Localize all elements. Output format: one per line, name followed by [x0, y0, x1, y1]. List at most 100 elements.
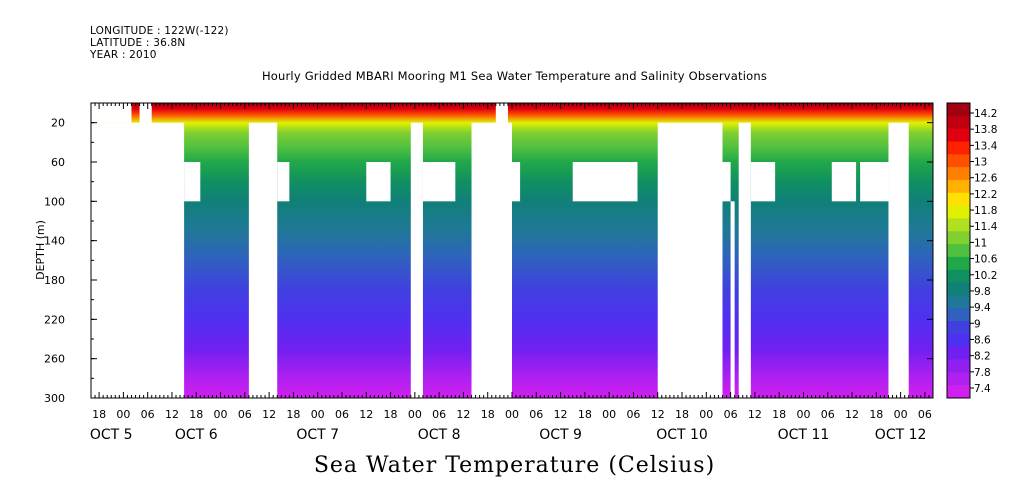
colorbar-label: 7.8	[974, 367, 991, 379]
colorbar-label: 9	[974, 318, 981, 330]
x-hour-label: 12	[554, 408, 568, 421]
colorbar-label: 8.6	[974, 334, 991, 346]
x-hour-label: 06	[918, 408, 932, 421]
missing-data-region	[860, 162, 889, 202]
x-day-label: OCT 7	[296, 427, 339, 443]
missing-data-region	[277, 162, 290, 202]
colorbar-label: 10.2	[974, 270, 997, 282]
x-hour-label: 12	[262, 408, 276, 421]
x-hour-label: 12	[748, 408, 762, 421]
missing-data-region	[471, 122, 512, 398]
x-day-label: OCT 6	[175, 427, 218, 443]
missing-data-region	[730, 201, 735, 398]
missing-data-region	[91, 103, 132, 123]
colorbar-swatch	[947, 141, 970, 155]
variable-label: Sea Water Temperature (Celsius)	[313, 453, 716, 478]
x-hour-label: 18	[189, 408, 203, 421]
missing-data-region	[248, 122, 278, 398]
missing-data-region	[91, 122, 185, 398]
colorbar-swatch	[947, 346, 970, 361]
y-tick-label: 220	[44, 313, 65, 326]
x-hour-label: 12	[165, 408, 179, 421]
colorbar-label: 12.2	[974, 189, 997, 201]
missing-data-region	[366, 162, 391, 202]
x-hour-label: 00	[214, 408, 228, 421]
colorbar-swatch	[947, 218, 970, 232]
colorbar-label: 9.8	[974, 286, 991, 298]
colorbar-swatch	[947, 385, 970, 399]
x-hour-label: 12	[456, 408, 470, 421]
colorbar-swatch	[947, 179, 970, 194]
colorbar-swatch	[947, 128, 970, 142]
x-hour-label: 06	[626, 408, 640, 421]
colorbar-label: 10.6	[974, 254, 998, 266]
x-day-label: OCT 12	[875, 427, 927, 443]
missing-data-region	[738, 122, 751, 398]
colorbar-frame	[946, 102, 971, 399]
y-axis-label: DEPTH (m)	[34, 220, 47, 280]
colorbar-swatch	[947, 359, 970, 373]
x-hour-label: 18	[869, 408, 883, 421]
colorbar-label: 8.2	[974, 351, 991, 363]
x-hour-label: 06	[529, 408, 543, 421]
chart-title: Hourly Gridded MBARI Mooring M1 Sea Wate…	[261, 69, 768, 83]
x-day-label: OCT 9	[539, 427, 582, 443]
colorbar-swatch	[947, 154, 970, 168]
y-tick-label: 180	[44, 274, 65, 287]
x-hour-label: 18	[384, 408, 398, 421]
missing-data-region	[410, 122, 423, 398]
colorbar-label: 13.4	[974, 140, 998, 152]
x-hour-label: 00	[505, 408, 519, 421]
x-hour-label: 00	[699, 408, 713, 421]
colorbar-label: 13.8	[974, 124, 997, 136]
missing-data-region	[422, 162, 456, 202]
y-tick-label: 20	[51, 117, 65, 130]
colorbar-label: 11.4	[974, 221, 998, 233]
x-hour-label: 18	[772, 408, 786, 421]
missing-data-region	[750, 162, 776, 202]
colorbar-label: 13	[974, 157, 987, 169]
colorbar-swatch	[947, 256, 970, 271]
missing-data-region	[572, 162, 638, 202]
x-hour-label: 00	[408, 408, 422, 421]
x-hour-label: 12	[359, 408, 373, 421]
x-day-label: OCT 11	[778, 427, 830, 443]
x-hour-label: 06	[238, 408, 252, 421]
colorbar-label: 14.2	[974, 108, 997, 120]
colorbar-swatch	[947, 231, 970, 245]
colorbar-swatch	[947, 192, 970, 207]
y-tick-label: 100	[44, 195, 65, 208]
x-day-label: OCT 8	[418, 427, 461, 443]
y-tick-label: 60	[51, 156, 65, 169]
x-hour-label: 06	[432, 408, 446, 421]
colorbar-label: 7.4	[974, 383, 991, 395]
missing-data-region	[657, 122, 723, 398]
x-hour-label: 12	[651, 408, 665, 421]
colorbar-swatch	[947, 282, 970, 296]
x-hour-label: 06	[724, 408, 738, 421]
colorbar-swatch	[947, 115, 970, 130]
missing-data-region	[139, 103, 152, 123]
colorbar-swatch	[947, 244, 970, 258]
x-hour-label: 18	[92, 408, 106, 421]
x-hour-label: 00	[116, 408, 130, 421]
x-hour-label: 00	[894, 408, 908, 421]
colorbar-label: 9.4	[974, 302, 991, 314]
colorbar-swatch	[947, 295, 970, 309]
x-hour-label: 00	[602, 408, 616, 421]
colorbar-swatch	[947, 269, 970, 284]
colorbar-label: 11	[974, 237, 987, 249]
x-hour-label: 18	[286, 408, 300, 421]
colorbar-swatch	[947, 205, 970, 219]
latitude-text: LATITUDE : 36.8N	[90, 37, 186, 49]
missing-data-region	[184, 162, 201, 202]
colorbar-swatch	[947, 372, 970, 386]
y-tick-label: 260	[44, 353, 65, 366]
colorbar-label: 12.6	[974, 173, 998, 185]
missing-data-region	[722, 162, 731, 202]
missing-data-region	[512, 162, 521, 202]
x-hour-label: 06	[141, 408, 155, 421]
colorbar-swatch	[947, 308, 970, 322]
x-hour-label: 06	[821, 408, 835, 421]
